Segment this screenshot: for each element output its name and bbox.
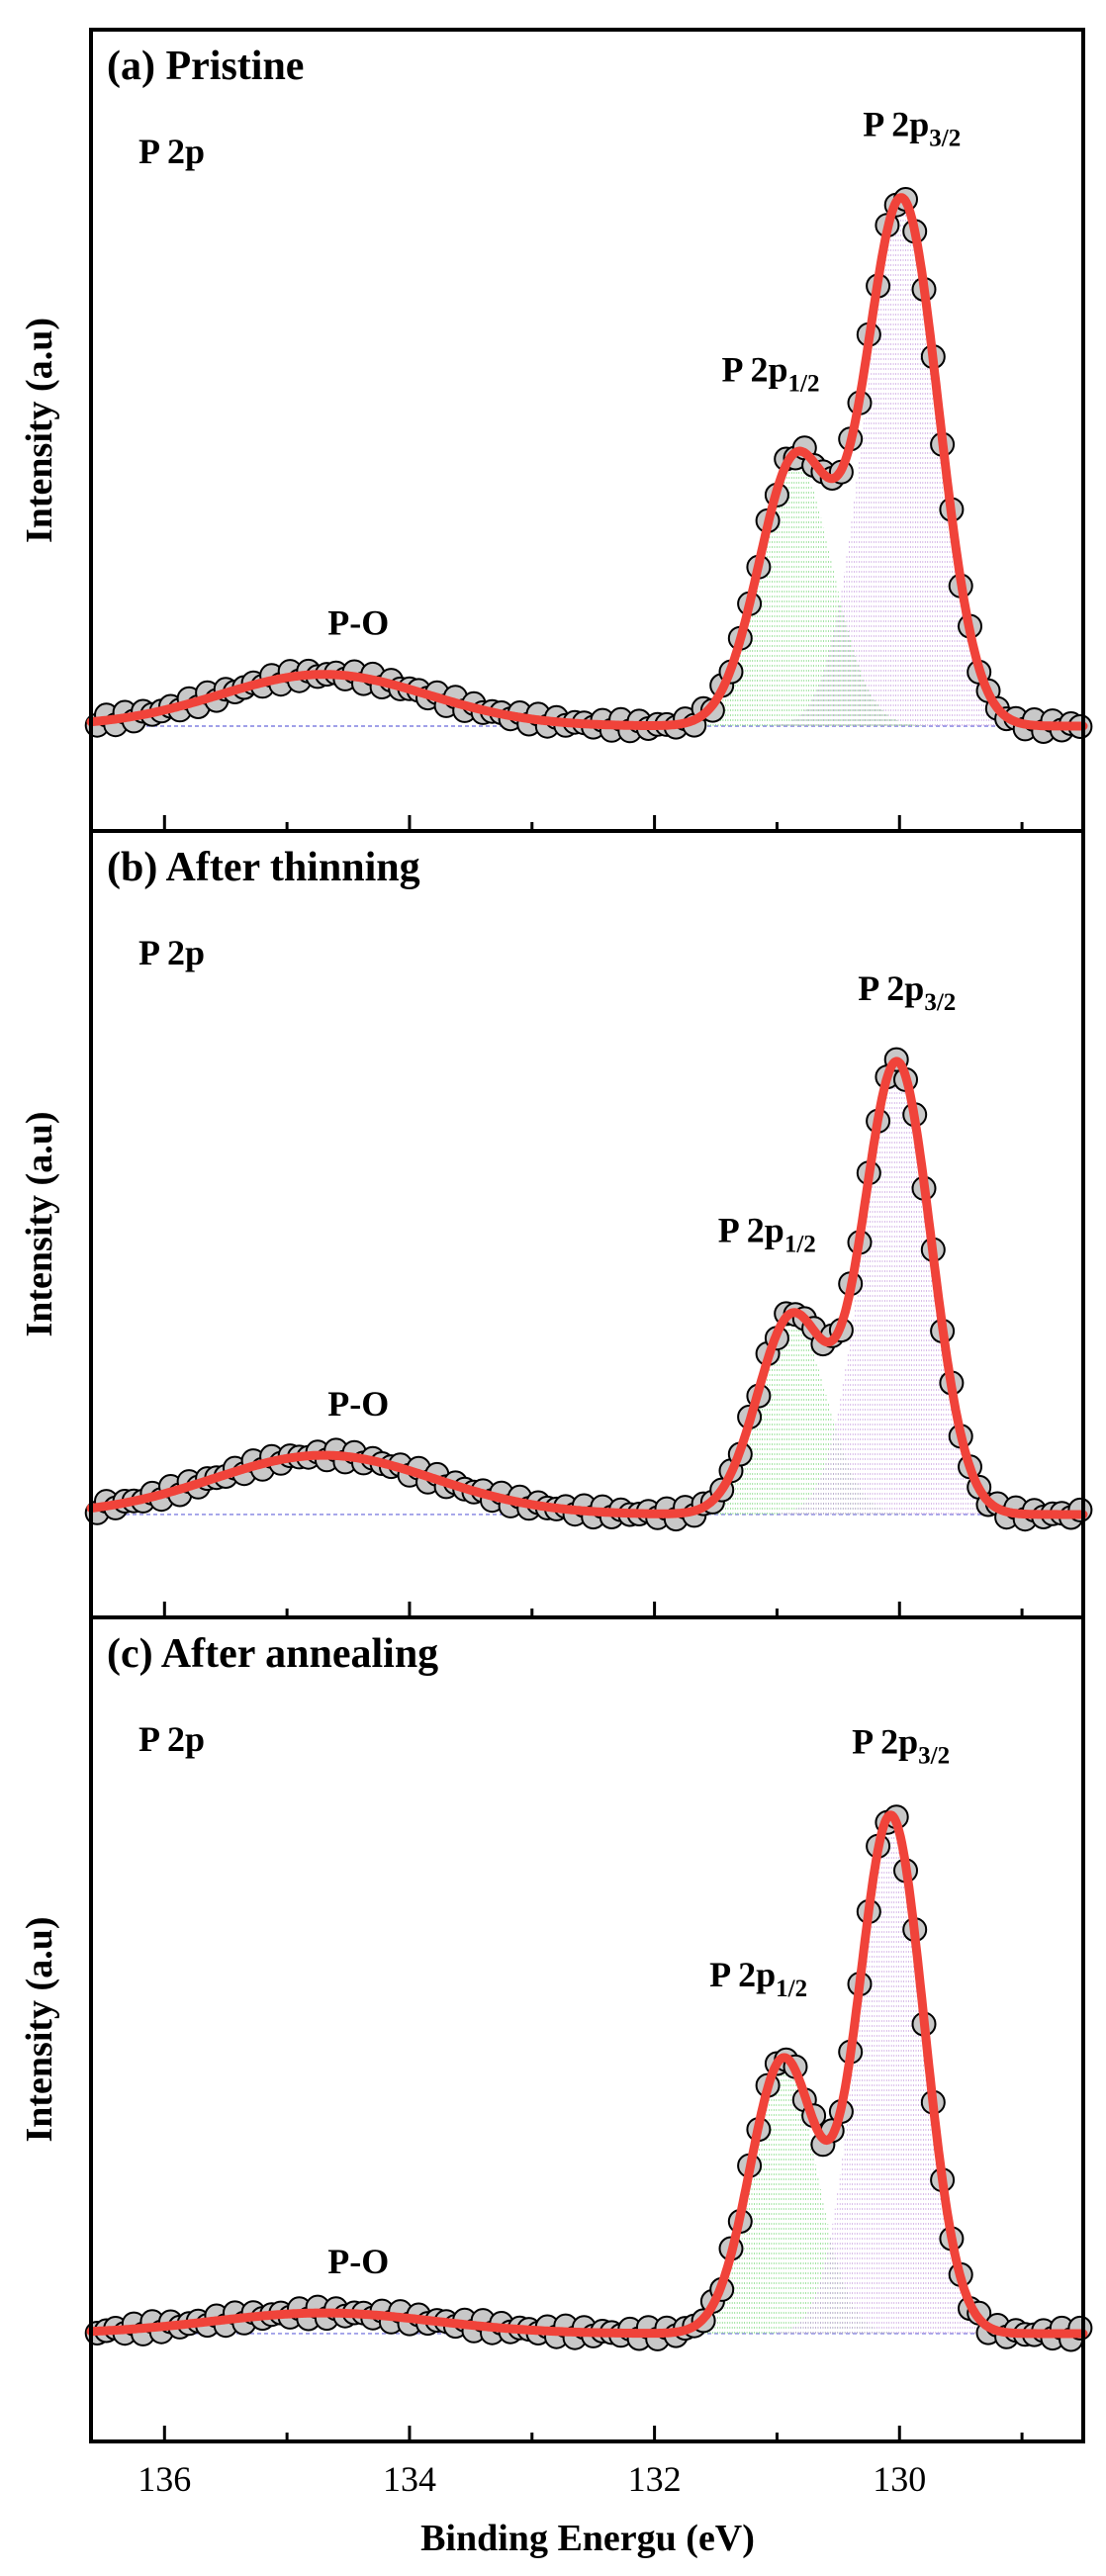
- x-ticks: [162, 1602, 1024, 1617]
- x-tick-label: 134: [383, 2459, 436, 2499]
- panel-title: (a) Pristine: [107, 44, 304, 89]
- peak-label-p2p32: P 2p3/2: [852, 1722, 950, 1770]
- peak-label-p2p12: P 2p1/2: [709, 1955, 807, 2002]
- panel-title: (b) After thinning: [107, 845, 420, 890]
- peak-label-main: P 2p: [709, 1955, 776, 1994]
- panel-title: (c) After annealing: [107, 1631, 438, 1677]
- y-axis-label: Intensity (a.u): [19, 1916, 60, 2142]
- fit-curve: [86, 1057, 1088, 1519]
- peak-label-main: P 2p: [718, 1210, 784, 1249]
- peak-label-p2p32: P 2p3/2: [858, 968, 956, 1016]
- component-fill-p2p32: [779, 1062, 1018, 1515]
- peak-label-sub: 1/2: [788, 370, 820, 397]
- raw-data-markers: [84, 187, 1093, 744]
- component-fill-p2p12: [674, 1317, 912, 1515]
- core-level-label: P 2p: [138, 132, 205, 171]
- y-axis-label: Intensity (a.u): [19, 318, 60, 543]
- peak-label-sub: 3/2: [924, 989, 956, 1016]
- core-level-label: P 2p: [138, 1719, 205, 1759]
- core-level-label: P 2p: [138, 933, 205, 972]
- peak-label-po: P-O: [327, 2242, 389, 2281]
- peak-label-sub: 1/2: [784, 1231, 816, 1257]
- peak-label-main: P-O: [327, 1384, 389, 1424]
- x-axis-label: Binding Energu (eV): [420, 2518, 755, 2559]
- peak-label-main: P 2p: [852, 1722, 918, 1762]
- x-ticks: [162, 815, 1024, 831]
- panel-2: (c) After annealing P 2p Intensity (a.u) P …: [19, 1615, 1093, 2443]
- peak-label-sub: 3/2: [918, 1743, 950, 1770]
- panel-1: (b) After thinning P 2p Intensity (a.u) P 2…: [19, 829, 1093, 1619]
- fit-curve: [86, 1810, 1088, 2339]
- peak-label-main: P-O: [327, 603, 389, 643]
- component-fill-p2p32: [776, 1816, 1007, 2334]
- peak-label-main: P 2p: [722, 349, 788, 389]
- component-fill-p2p12: [669, 460, 925, 726]
- peak-label-main: P 2p: [863, 105, 929, 144]
- x-ticks: [162, 2426, 1024, 2441]
- peak-label-sub: 1/2: [776, 1976, 807, 2002]
- peak-label-p2p12: P 2p1/2: [722, 349, 820, 397]
- peak-label-main: P-O: [327, 2242, 389, 2281]
- panel-frame: [89, 1615, 1085, 2443]
- y-axis-label: Intensity (a.u): [19, 1111, 60, 1336]
- x-tick-label: 130: [873, 2459, 926, 2499]
- peak-label-sub: 3/2: [929, 126, 961, 152]
- fit-curve: [86, 193, 1088, 731]
- x-axis: 136 134 132 130: [138, 2459, 926, 2499]
- peak-label-p2p12: P 2p1/2: [718, 1210, 816, 1257]
- x-tick-label: 132: [628, 2459, 682, 2499]
- peak-label-po: P-O: [327, 603, 389, 643]
- peak-label-p2p32: P 2p3/2: [863, 105, 961, 152]
- peak-label-main: P 2p: [858, 968, 924, 1008]
- x-tick-label: 136: [138, 2459, 191, 2499]
- peak-label-po: P-O: [327, 1384, 389, 1424]
